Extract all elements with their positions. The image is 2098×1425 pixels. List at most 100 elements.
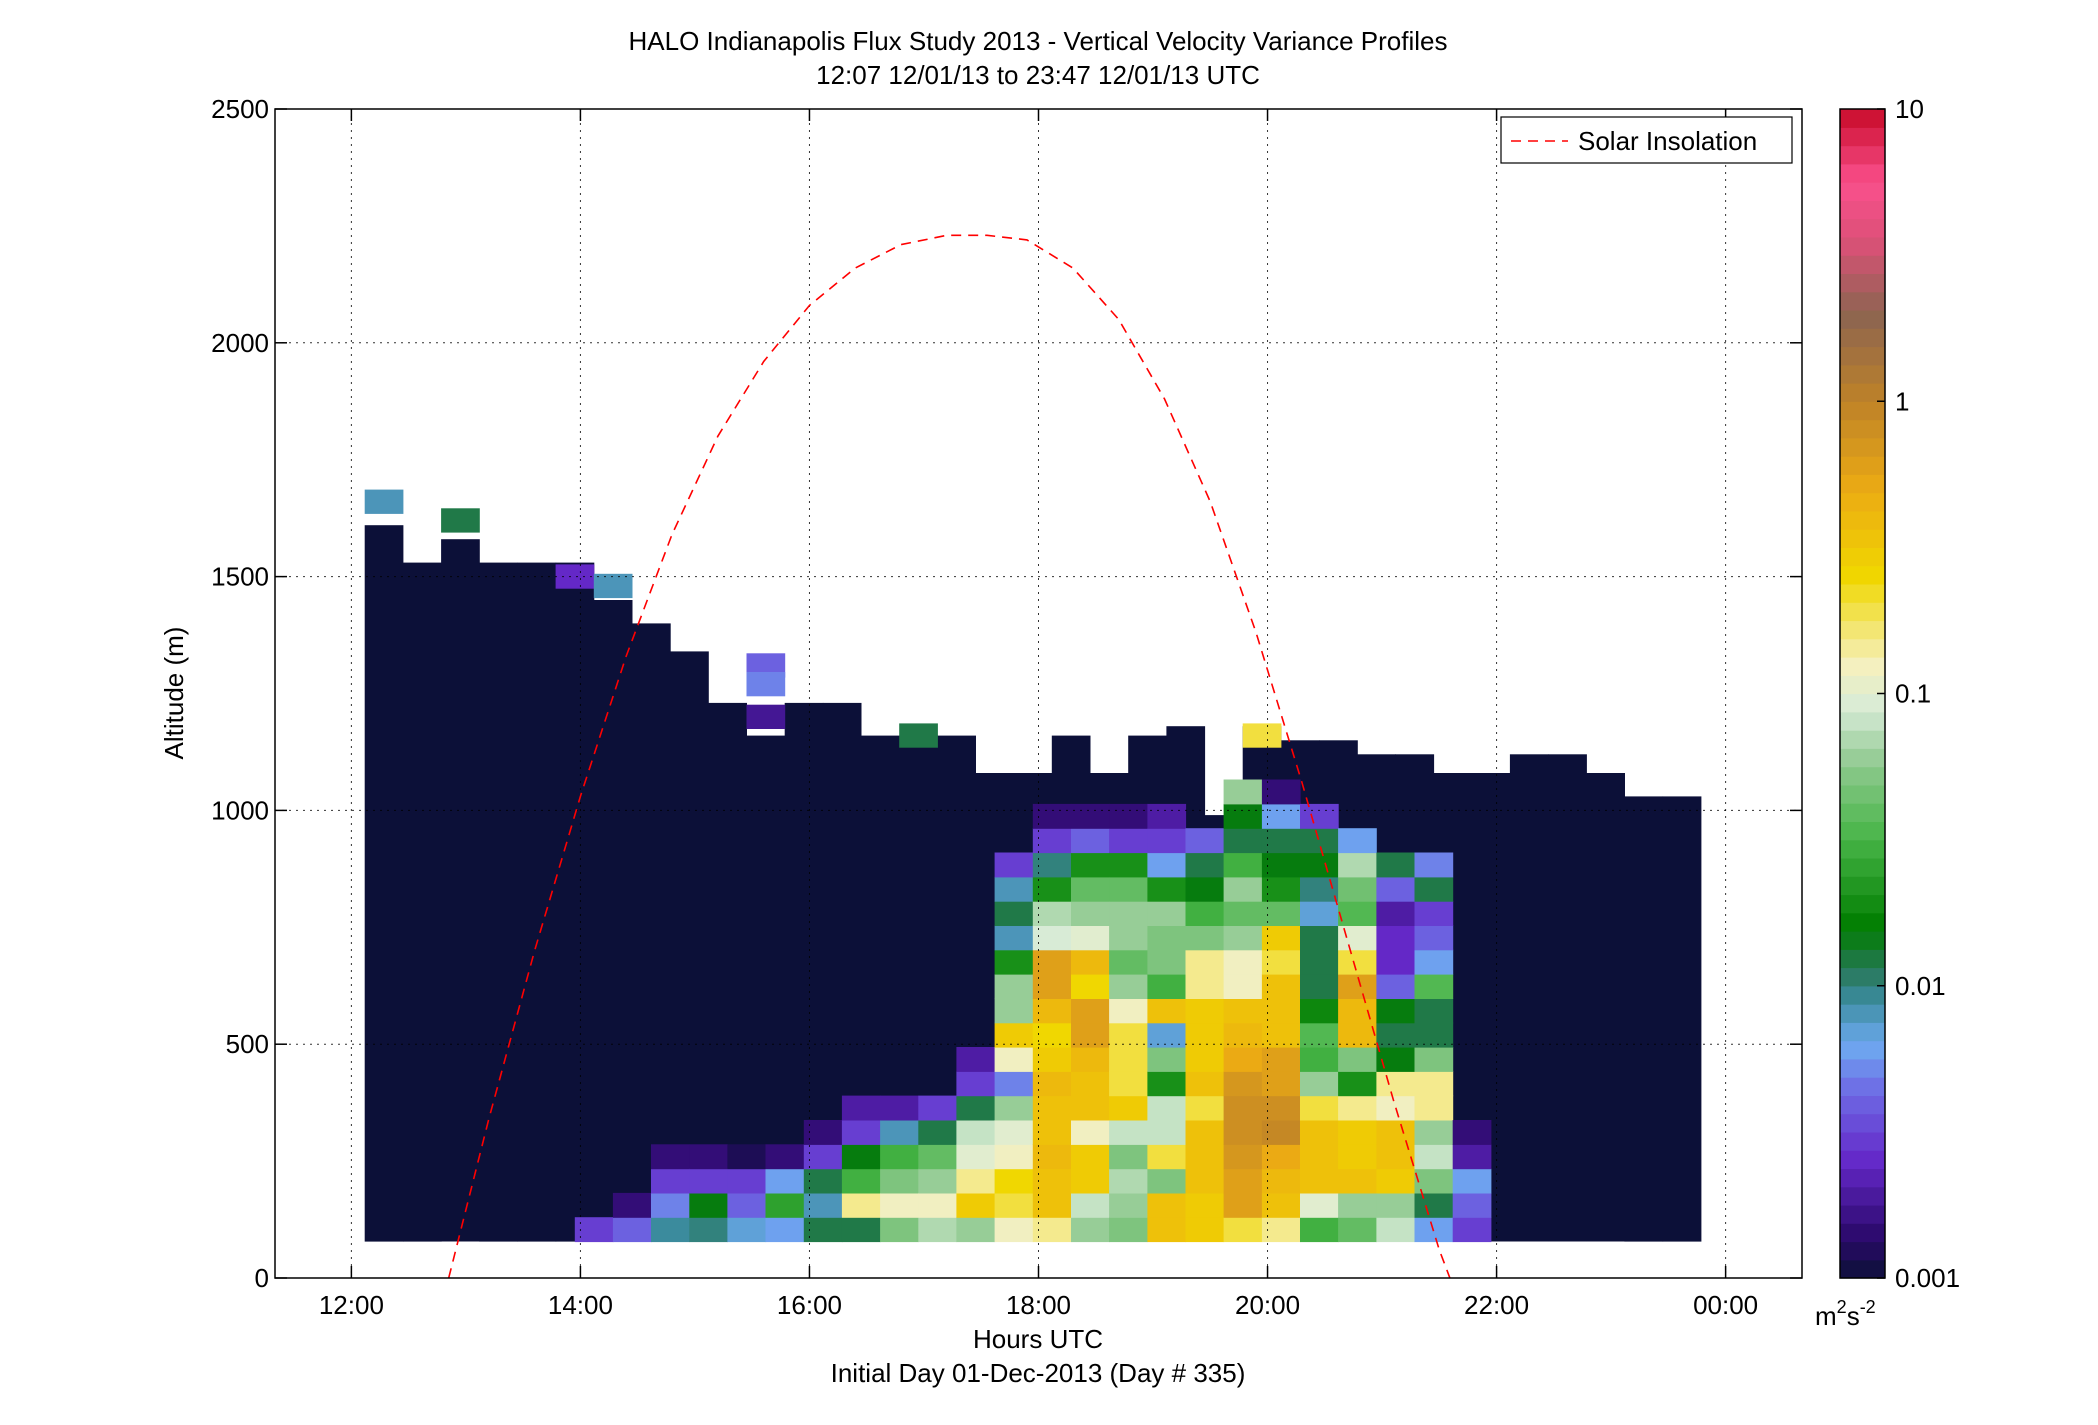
heatmap-cell: [1147, 974, 1187, 999]
x-tick-label: 16:00: [777, 1290, 842, 1320]
heatmap-cell: [841, 1168, 881, 1194]
heatmap-cell: [1376, 1168, 1416, 1194]
heatmap-cell: [1300, 876, 1339, 902]
colorbar-step: [1840, 255, 1885, 274]
colorbar-step: [1840, 748, 1885, 768]
heatmap-cell: [1414, 852, 1454, 878]
heatmap-cell: [1300, 1217, 1339, 1243]
heatmap-cell: [1452, 1120, 1492, 1145]
heatmap-cell: [1109, 1217, 1148, 1243]
heatmap-cell: [1338, 828, 1377, 854]
colorbar-step: [1840, 931, 1885, 950]
heatmap-cell: [1071, 1217, 1110, 1243]
heatmap-cell: [1032, 828, 1072, 854]
heatmap-cell: [1032, 1071, 1072, 1097]
heatmap-column: [517, 562, 557, 1242]
heatmap-cell: [1147, 998, 1187, 1024]
colorbar-step: [1840, 419, 1885, 439]
heatmap-cell: [994, 1071, 1034, 1097]
heatmap-cell: [1376, 1120, 1416, 1145]
colorbar-step: [1840, 985, 1885, 1005]
colorbar-step: [1840, 912, 1885, 932]
heatmap-cell: [1300, 949, 1339, 975]
heatmap-cell: [1261, 901, 1301, 926]
heatmap-cell: [1223, 803, 1263, 829]
heatmap-cell: [1338, 901, 1377, 926]
heatmap-cell: [1223, 852, 1263, 878]
heatmap-cell: [841, 1192, 881, 1218]
heatmap-cell: [1185, 1095, 1225, 1121]
heatmap-cell: [803, 1192, 843, 1218]
heatmap-cell: [1223, 1144, 1263, 1170]
colorbar-step: [1840, 145, 1885, 165]
heatmap-cell: [1261, 828, 1301, 854]
heatmap-cell: [1032, 949, 1072, 975]
heatmap-cell: [1376, 901, 1416, 926]
heatmap-cell: [1338, 974, 1377, 999]
heatmap-cell: [918, 1168, 957, 1194]
heatmap-cell: [746, 672, 786, 697]
colorbar-step: [1840, 766, 1885, 786]
colorbar-step: [1840, 565, 1885, 585]
heatmap-cell: [994, 1217, 1034, 1243]
heatmap-cell: [1338, 1120, 1377, 1145]
heatmap-cell: [1071, 876, 1110, 902]
heatmap-cell: [1452, 1168, 1492, 1194]
heatmap-cell: [1223, 1192, 1263, 1218]
heatmap-cell: [1300, 925, 1339, 951]
colorbar-step: [1840, 401, 1885, 421]
heatmap-cell: [1414, 1120, 1454, 1145]
colorbar-step: [1840, 1259, 1885, 1279]
heatmap-cell: [727, 1192, 767, 1218]
heatmap-column: [441, 539, 480, 1242]
heatmap-column: [1662, 796, 1702, 1242]
heatmap-cell: [1223, 1071, 1263, 1097]
heatmap-cell: [1032, 1022, 1072, 1048]
heatmap-cell: [1071, 901, 1110, 926]
heatmap-cell: [765, 1192, 805, 1218]
heatmap-cell: [1338, 1217, 1377, 1243]
heatmap-cell: [441, 508, 480, 533]
heatmap-cell: [1147, 1217, 1187, 1243]
legend-label-solar: Solar Insolation: [1578, 126, 1757, 156]
heatmap-cell: [1261, 949, 1301, 975]
heatmap-cell: [689, 1217, 728, 1243]
heatmap-cell: [727, 1217, 767, 1243]
heatmap-cell: [1414, 949, 1454, 975]
heatmap-cell: [1185, 1022, 1225, 1048]
colorbar-unit-sup2: -2: [1860, 1297, 1876, 1317]
colorbar-tick-label: 1: [1895, 386, 1909, 416]
heatmap-cell: [1223, 1120, 1263, 1145]
heatmap-cell: [1223, 1217, 1263, 1243]
colorbar-step: [1840, 218, 1885, 238]
heatmap-cell: [803, 1144, 843, 1170]
heatmap-cell: [1147, 1095, 1187, 1121]
heatmap-cell: [1071, 925, 1110, 951]
chart-subtitle: 12:07 12/01/13 to 23:47 12/01/13 UTC: [816, 60, 1260, 90]
x-axis-label: Hours UTC: [973, 1324, 1103, 1354]
heatmap-column: [1624, 796, 1664, 1242]
colorbar-step: [1840, 620, 1885, 640]
heatmap-cell: [880, 1120, 919, 1145]
heatmap-cell: [1261, 1022, 1301, 1048]
heatmap-cell: [689, 1192, 728, 1218]
heatmap-cell: [1376, 1047, 1416, 1072]
heatmap-cell: [1071, 1095, 1110, 1121]
heatmap-cell: [956, 1120, 996, 1145]
heatmap-cell: [1338, 1095, 1377, 1121]
heatmap-cell: [956, 1168, 996, 1194]
heatmap-cell: [1261, 1217, 1301, 1243]
heatmap-cell: [1414, 1192, 1454, 1218]
heatmap-cell: [612, 1192, 652, 1218]
y-tick-label: 2000: [211, 328, 269, 358]
heatmap-column: [1586, 773, 1625, 1242]
heatmap-cell: [994, 1144, 1034, 1170]
heatmap-cell: [1300, 1144, 1339, 1170]
heatmap-cell: [1300, 1022, 1339, 1048]
heatmap-cell: [1300, 1120, 1339, 1145]
heatmap-column: [632, 623, 671, 1242]
heatmap-cell: [1185, 925, 1225, 951]
y-tick-label: 2500: [211, 94, 269, 124]
x-axis-sublabel: Initial Day 01-Dec-2013 (Day # 335): [831, 1358, 1246, 1388]
